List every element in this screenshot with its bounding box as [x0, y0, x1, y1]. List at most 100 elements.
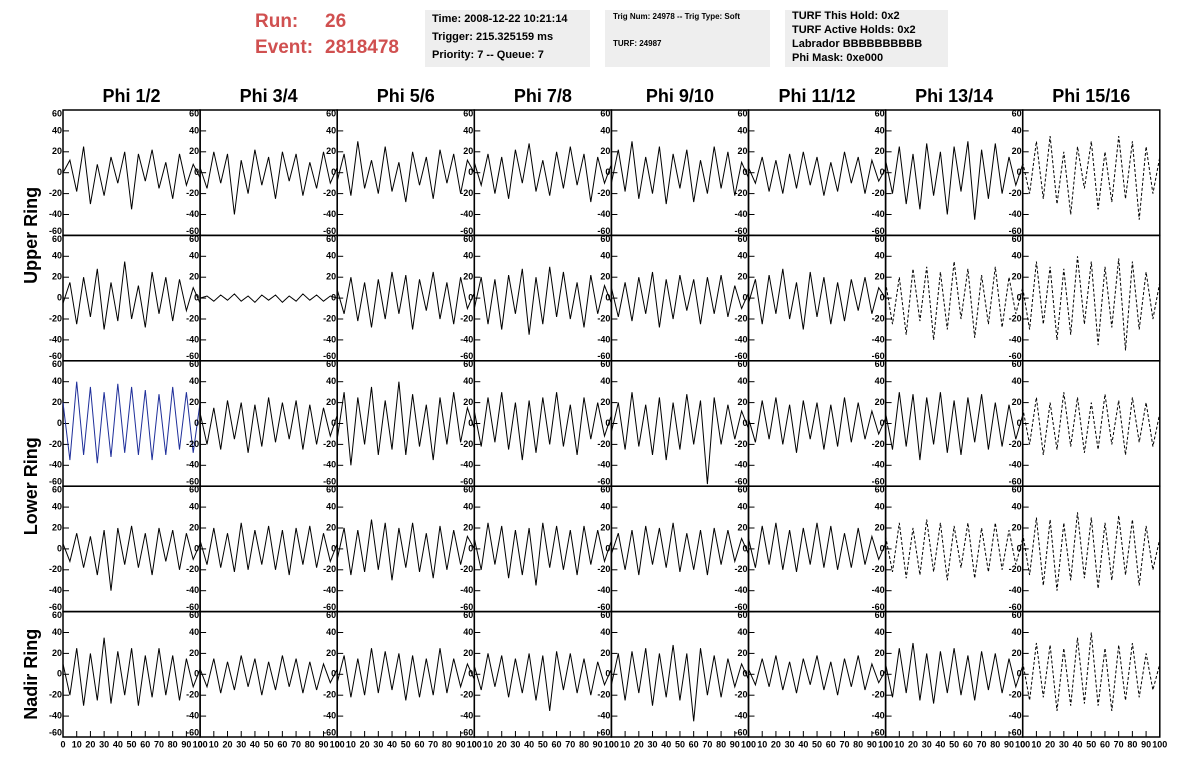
y-tick-label: -60	[597, 351, 610, 361]
waveform	[62, 637, 201, 706]
y-tick-label: -40	[460, 710, 473, 720]
y-tick-label: 0	[1017, 669, 1022, 679]
y-tick-label: -60	[323, 351, 336, 361]
y-tick-label: -40	[186, 710, 199, 720]
waveform	[748, 151, 887, 196]
y-tick-label: -40	[49, 209, 62, 219]
info-box	[605, 10, 770, 67]
y-tick-label: 0	[57, 292, 62, 302]
y-tick-label: 0	[194, 543, 199, 553]
y-tick-label: -60	[323, 477, 336, 487]
y-tick-label: 60	[52, 610, 62, 620]
y-tick-label: -40	[49, 710, 62, 720]
row-label: Lower Ring	[21, 437, 41, 535]
x-tick-label: 50	[127, 739, 137, 749]
y-tick-label: 40	[52, 376, 62, 386]
y-tick-label: 40	[737, 501, 747, 511]
info-text: Labrador BBBBBBBBBB	[792, 38, 922, 50]
y-tick-label: -20	[597, 564, 610, 574]
y-tick-label: -20	[323, 564, 336, 574]
y-tick-label: -60	[460, 477, 473, 487]
panel-frame	[884, 109, 1024, 237]
x-tick-label: 50	[812, 739, 822, 749]
y-tick-label: 40	[52, 501, 62, 511]
x-tick-label: 80	[579, 739, 589, 749]
y-tick-label: 0	[331, 167, 336, 177]
y-tick-label: -20	[872, 564, 885, 574]
waveform	[748, 655, 887, 696]
waveform	[1022, 632, 1161, 711]
x-tick-label: 40	[798, 739, 808, 749]
y-tick-label: -60	[1009, 351, 1022, 361]
y-tick-label: 60	[189, 485, 199, 495]
y-tick-label: -20	[49, 188, 62, 198]
y-tick-label: 20	[326, 146, 336, 156]
y-tick-label: 40	[189, 627, 199, 637]
y-tick-label: 0	[331, 292, 336, 302]
y-tick-label: 40	[463, 501, 473, 511]
y-tick-label: 60	[875, 610, 885, 620]
y-tick-label: -60	[186, 351, 199, 361]
x-tick-label: 20	[85, 739, 95, 749]
y-tick-label: -60	[872, 226, 885, 236]
x-tick-label: 30	[236, 739, 246, 749]
y-tick-label: 0	[57, 543, 62, 553]
y-tick-label: 0	[605, 543, 610, 553]
y-tick-label: -40	[323, 585, 336, 595]
x-tick-label: 80	[853, 739, 863, 749]
y-tick-label: 20	[737, 272, 747, 282]
y-tick-label: -40	[597, 334, 610, 344]
x-tick-label: 20	[1045, 739, 1055, 749]
panel-frame	[336, 360, 476, 487]
y-tick-label: 0	[194, 292, 199, 302]
y-tick-label: 0	[880, 167, 885, 177]
y-tick-label: 60	[600, 610, 610, 620]
y-tick-label: 0	[880, 543, 885, 553]
y-tick-label: -40	[49, 460, 62, 470]
x-tick-label: 100	[604, 739, 619, 749]
waveform	[473, 392, 612, 461]
y-tick-label: 0	[57, 418, 62, 428]
y-tick-label: -40	[323, 710, 336, 720]
run-label: Run:	[255, 11, 298, 32]
y-tick-label: -20	[460, 188, 473, 198]
y-tick-label: 60	[52, 234, 62, 244]
y-tick-label: 0	[605, 167, 610, 177]
x-tick-label: 80	[305, 739, 315, 749]
event-number: 2818478	[325, 37, 399, 58]
y-tick-label: 20	[1012, 648, 1022, 658]
panel-frame	[199, 109, 338, 237]
x-tick-label: 20	[771, 739, 781, 749]
y-tick-label: 20	[463, 397, 473, 407]
y-tick-label: -60	[186, 226, 199, 236]
y-tick-label: -60	[460, 226, 473, 236]
y-tick-label: 0	[880, 669, 885, 679]
info-text: TURF This Hold: 0x2	[792, 10, 900, 22]
x-tick-label: 40	[113, 739, 123, 749]
y-tick-label: -60	[734, 351, 747, 361]
y-tick-label: -20	[49, 564, 62, 574]
y-tick-label: -20	[1009, 188, 1022, 198]
x-tick-label: 60	[1100, 739, 1110, 749]
y-tick-label: 20	[463, 272, 473, 282]
panel-frame	[1021, 610, 1161, 738]
panel-frame	[610, 610, 750, 738]
x-tick-label: 90	[730, 739, 740, 749]
y-tick-label: 20	[189, 146, 199, 156]
x-tick-label: 100	[1152, 739, 1167, 749]
y-tick-label: 20	[326, 522, 336, 532]
y-tick-label: -40	[597, 460, 610, 470]
y-tick-label: -20	[872, 690, 885, 700]
y-tick-label: 40	[600, 376, 610, 386]
y-tick-label: 60	[463, 108, 473, 118]
y-tick-label: 20	[600, 397, 610, 407]
y-tick-label: -60	[734, 727, 747, 737]
y-tick-label: 40	[875, 501, 885, 511]
x-tick-label: 0	[60, 739, 65, 749]
y-tick-label: -40	[597, 710, 610, 720]
waveform	[336, 648, 475, 701]
y-tick-label: 0	[880, 418, 885, 428]
y-tick-label: -60	[323, 727, 336, 737]
y-tick-label: -60	[597, 727, 610, 737]
x-tick-label: 90	[318, 739, 328, 749]
